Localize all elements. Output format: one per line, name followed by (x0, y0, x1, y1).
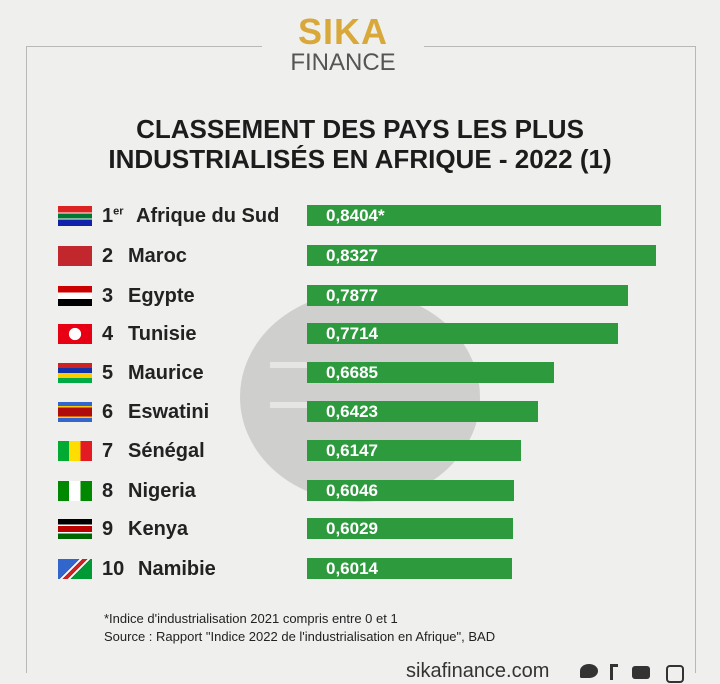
rank-label: 3 (102, 285, 114, 307)
rank-label: 10 (102, 558, 125, 580)
country-label: Maurice (128, 362, 204, 384)
flag-icon (58, 206, 92, 226)
bar-row: 10 Namibie 0,6014 (58, 558, 678, 580)
flag-icon (58, 286, 92, 306)
sika-finance-logo: SIKA FINANCE (262, 14, 424, 76)
bar (307, 440, 521, 461)
country-label: Tunisie (128, 323, 197, 345)
title-line-2: INDUSTRIALISÉS EN AFRIQUE - 2022 (1) (108, 144, 612, 174)
value-label: 0,6147 (326, 441, 378, 460)
logo-sika: SIKA (297, 11, 388, 52)
country-label: Kenya (128, 518, 189, 540)
bar-row: 8 Nigeria 0,6046 (58, 480, 678, 502)
instagram-icon[interactable] (666, 665, 684, 683)
value-label: 0,6423 (326, 402, 378, 421)
country-label: Afrique du Sud (136, 205, 280, 227)
flag-icon (58, 246, 92, 266)
value-label: 0,8404* (326, 206, 385, 225)
flag-icon (58, 559, 92, 579)
footnote-index: *Indice d'industrialisation 2021 compris… (104, 611, 398, 626)
country-label: Nigeria (128, 480, 196, 502)
logo-finance: FINANCE (290, 49, 396, 76)
rank-label: 6 (102, 401, 114, 423)
bar (307, 518, 514, 539)
rank-label: 7 (102, 440, 114, 462)
country-label: Sénégal (128, 440, 205, 462)
country-label: Eswatini (128, 401, 210, 423)
value-label: 0,6014 (326, 559, 378, 578)
value-label: 0,6685 (326, 363, 378, 382)
bar-row: 6 Eswatini 0,6423 (58, 401, 678, 423)
rank-label: 4 (102, 323, 114, 345)
bar (307, 558, 513, 579)
bar-row: 5 Maurice 0,6685 (58, 362, 678, 384)
facebook-icon[interactable] (610, 664, 618, 680)
rank-label: 8 (102, 480, 114, 502)
bar (307, 480, 515, 501)
flag-icon (58, 441, 92, 461)
youtube-icon[interactable] (632, 666, 650, 679)
country-label: Egypte (128, 285, 195, 307)
bar-row: 7 Sénégal 0,6147 (58, 440, 678, 462)
bar-row: 1er Afrique du Sud 0,8404* (58, 205, 678, 227)
footnotes: *Indice d'industrialisation 2021 compris… (104, 610, 495, 646)
value-label: 0,7877 (326, 286, 378, 305)
footnote-source: Source : Rapport "Indice 2022 de l'indus… (104, 629, 496, 644)
rank-label: 5 (102, 362, 114, 384)
website-link[interactable]: sikafinance.com (406, 660, 550, 682)
bar (307, 401, 538, 422)
country-label: Namibie (138, 558, 216, 580)
bar (307, 285, 629, 306)
flag-icon (58, 402, 92, 422)
flag-icon (58, 324, 92, 344)
country-label: Maroc (128, 245, 187, 267)
value-label: 0,8327 (326, 246, 378, 265)
bar-row: 4 Tunisie 0,7714 (58, 323, 678, 345)
bar (307, 205, 662, 226)
rank-label: 9 (102, 518, 114, 540)
bar-row: 3 Egypte 0,7877 (58, 285, 678, 307)
flag-icon (58, 519, 92, 539)
flag-icon (58, 363, 92, 383)
value-label: 0,6046 (326, 481, 378, 500)
title-line-1: CLASSEMENT DES PAYS LES PLUS (136, 114, 584, 144)
bar-row: 9 Kenya 0,6029 (58, 518, 678, 540)
chart-title: CLASSEMENT DES PAYS LES PLUS INDUSTRIALI… (0, 114, 720, 174)
bar-row: 2 Maroc 0,8327 (58, 245, 678, 267)
rank-label: 2 (102, 245, 114, 267)
twitter-icon[interactable] (580, 664, 598, 678)
flag-icon (58, 481, 92, 501)
value-label: 0,6029 (326, 519, 378, 538)
value-label: 0,7714 (326, 324, 378, 343)
bar (307, 362, 555, 383)
bar (307, 245, 657, 266)
rank-label: 1er (102, 205, 124, 227)
bar (307, 323, 619, 344)
